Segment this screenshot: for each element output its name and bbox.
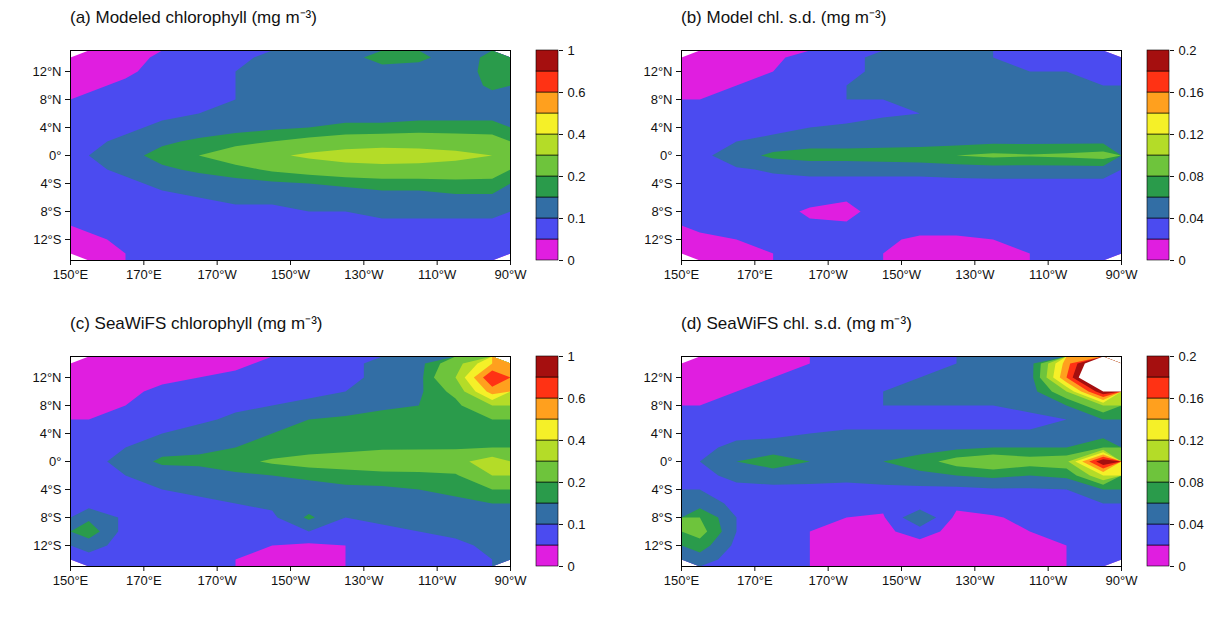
svg-text:0.4: 0.4	[568, 433, 586, 448]
svg-text:0°: 0°	[660, 454, 672, 469]
svg-text:0.12: 0.12	[1179, 127, 1204, 142]
svg-text:12°S: 12°S	[644, 538, 673, 553]
svg-text:4°S: 4°S	[40, 482, 61, 497]
svg-text:0.6: 0.6	[568, 391, 586, 406]
svg-text:4°N: 4°N	[651, 120, 673, 135]
svg-text:4°S: 4°S	[40, 176, 61, 191]
svg-text:0.08: 0.08	[1179, 169, 1204, 184]
svg-text:150°W: 150°W	[882, 267, 922, 282]
svg-text:170°W: 170°W	[198, 267, 238, 282]
svg-text:110°W: 110°W	[1029, 267, 1068, 282]
svg-text:4°N: 4°N	[40, 120, 62, 135]
svg-text:0: 0	[568, 253, 575, 268]
svg-text:150°E: 150°E	[664, 573, 700, 588]
svg-text:150°W: 150°W	[271, 573, 311, 588]
svg-text:170°E: 170°E	[126, 267, 162, 282]
svg-text:150°W: 150°W	[882, 573, 922, 588]
svg-text:8°S: 8°S	[40, 510, 61, 525]
svg-text:110°W: 110°W	[418, 267, 457, 282]
svg-text:170°E: 170°E	[737, 267, 773, 282]
svg-text:8°S: 8°S	[651, 510, 672, 525]
svg-text:8°S: 8°S	[651, 204, 672, 219]
svg-text:0.08: 0.08	[1179, 475, 1204, 490]
svg-text:4°S: 4°S	[651, 176, 672, 191]
svg-text:12°N: 12°N	[643, 64, 672, 79]
svg-text:1: 1	[568, 349, 575, 364]
svg-text:130°W: 130°W	[344, 267, 384, 282]
svg-text:90°W: 90°W	[495, 267, 528, 282]
svg-text:150°E: 150°E	[53, 267, 89, 282]
svg-text:0: 0	[568, 559, 575, 574]
svg-text:90°W: 90°W	[1106, 267, 1139, 282]
svg-text:150°E: 150°E	[53, 573, 89, 588]
svg-text:150°W: 150°W	[271, 267, 311, 282]
svg-text:0.16: 0.16	[1179, 85, 1204, 100]
svg-text:0: 0	[1179, 253, 1186, 268]
svg-text:4°S: 4°S	[651, 482, 672, 497]
html-text:(b) Model chl. s.d. (mg m⁻³): (b) Model chl. s.d. (mg m⁻³)	[681, 8, 887, 27]
svg-text:130°W: 130°W	[344, 573, 384, 588]
svg-text:0.2: 0.2	[1179, 43, 1197, 58]
html-text:(a) Modeled chlorophyll (mg m⁻: (a) Modeled chlorophyll (mg m⁻³)	[70, 8, 317, 27]
svg-text:110°W: 110°W	[1029, 573, 1068, 588]
svg-text:90°W: 90°W	[1106, 573, 1139, 588]
svg-text:0.4: 0.4	[568, 127, 586, 142]
svg-text:1: 1	[568, 43, 575, 58]
svg-text:150°E: 150°E	[664, 267, 700, 282]
svg-text:0°: 0°	[660, 148, 672, 163]
svg-text:130°W: 130°W	[955, 267, 995, 282]
svg-text:0.12: 0.12	[1179, 433, 1204, 448]
svg-text:0.2: 0.2	[568, 169, 586, 184]
svg-text:0.04: 0.04	[1179, 517, 1204, 532]
svg-text:4°N: 4°N	[651, 426, 673, 441]
svg-text:170°E: 170°E	[737, 573, 773, 588]
svg-text:12°N: 12°N	[32, 370, 61, 385]
svg-text:0.2: 0.2	[1179, 349, 1197, 364]
svg-text:0: 0	[1179, 559, 1186, 574]
svg-text:0.16: 0.16	[1179, 391, 1204, 406]
svg-text:8°N: 8°N	[40, 92, 62, 107]
svg-text:12°S: 12°S	[644, 232, 673, 247]
svg-text:8°S: 8°S	[40, 204, 61, 219]
svg-text:0.2: 0.2	[568, 475, 586, 490]
svg-text:12°N: 12°N	[32, 64, 61, 79]
html-text:(d) SeaWiFS chl. s.d. (mg m⁻³): (d) SeaWiFS chl. s.d. (mg m⁻³)	[681, 314, 912, 333]
svg-text:8°N: 8°N	[40, 398, 62, 413]
svg-text:0.04: 0.04	[1179, 211, 1204, 226]
svg-text:4°N: 4°N	[40, 426, 62, 441]
svg-text:12°S: 12°S	[33, 538, 62, 553]
svg-text:130°W: 130°W	[955, 573, 995, 588]
svg-text:8°N: 8°N	[651, 92, 673, 107]
svg-text:0°: 0°	[49, 454, 61, 469]
html-text:(c) SeaWiFS chlorophyll (mg m⁻: (c) SeaWiFS chlorophyll (mg m⁻³)	[70, 314, 323, 333]
svg-text:12°S: 12°S	[33, 232, 62, 247]
svg-text:170°W: 170°W	[809, 267, 849, 282]
svg-text:170°W: 170°W	[809, 573, 849, 588]
svg-text:8°N: 8°N	[651, 398, 673, 413]
svg-text:170°W: 170°W	[198, 573, 238, 588]
svg-text:110°W: 110°W	[418, 573, 457, 588]
svg-text:0.1: 0.1	[568, 211, 586, 226]
svg-text:0.1: 0.1	[568, 517, 586, 532]
svg-text:12°N: 12°N	[643, 370, 672, 385]
svg-text:0.6: 0.6	[568, 85, 586, 100]
svg-text:170°E: 170°E	[126, 573, 162, 588]
svg-text:0°: 0°	[49, 148, 61, 163]
svg-text:90°W: 90°W	[495, 573, 528, 588]
